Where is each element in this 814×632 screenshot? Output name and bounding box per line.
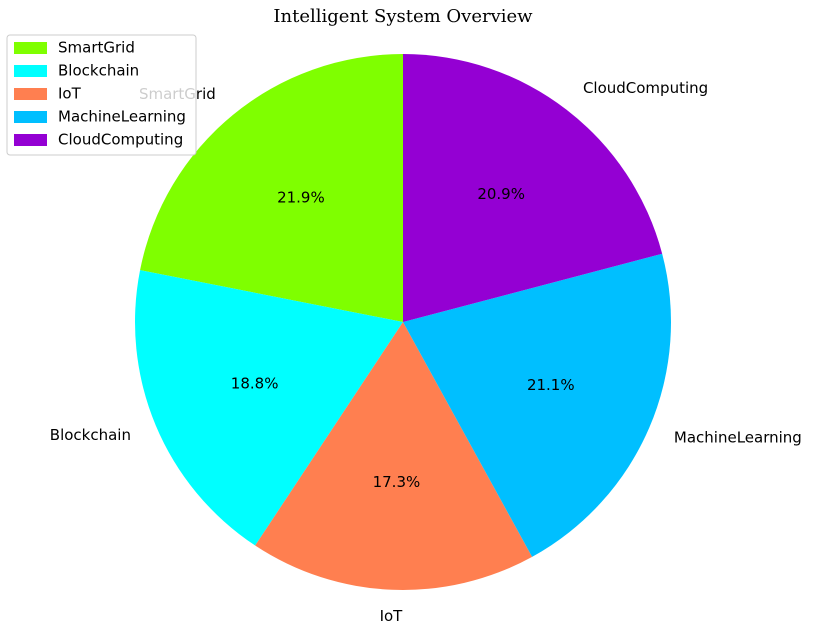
- category-label-cloudcomputing: CloudComputing: [583, 79, 708, 97]
- pie-slice-cloudcomputing: [403, 54, 663, 322]
- legend-frame: [6, 34, 197, 156]
- legend-label-iot: IoT: [58, 85, 82, 103]
- legend-label-cloudcomputing: CloudComputing: [58, 131, 183, 149]
- percent-labels: 21.9% 18.8% 17.3% 21.1% 20.9%: [231, 185, 575, 491]
- percent-label-smartgrid: 21.9%: [277, 188, 325, 206]
- pie-slices: [134, 54, 671, 590]
- legend-label-machinelearning: MachineLearning: [58, 108, 186, 126]
- legend-swatch-smartgrid: [14, 42, 47, 54]
- legend-swatch-machinelearning: [14, 111, 47, 123]
- legend: SmartGrid Blockchain IoT MachineLearning Clo…: [6, 34, 197, 156]
- legend-label-blockchain: Blockchain: [58, 62, 139, 80]
- category-label-blockchain: Blockchain: [50, 426, 131, 444]
- percent-label-cloudcomputing: 20.9%: [477, 185, 525, 203]
- legend-swatch-cloudcomputing: [14, 134, 47, 146]
- chart-title: Intelligent System Overview: [273, 6, 533, 27]
- pie-slice-machinelearning: [403, 253, 671, 557]
- category-label-iot: IoT: [380, 607, 404, 625]
- pie-slice-iot: [255, 322, 533, 590]
- percent-label-blockchain: 18.8%: [231, 375, 279, 393]
- pie-slice-smartgrid: [140, 54, 403, 322]
- percent-label-iot: 17.3%: [373, 473, 421, 491]
- legend-entries: SmartGrid Blockchain IoT MachineLearning Clo…: [14, 39, 186, 149]
- percent-label-machinelearning: 21.1%: [527, 376, 575, 394]
- pie-slice-blockchain: [134, 270, 403, 546]
- legend-swatch-iot: [14, 88, 47, 100]
- legend-label-smartgrid: SmartGrid: [58, 39, 135, 57]
- legend-swatch-blockchain: [14, 65, 47, 77]
- category-label-machinelearning: MachineLearning: [674, 429, 802, 447]
